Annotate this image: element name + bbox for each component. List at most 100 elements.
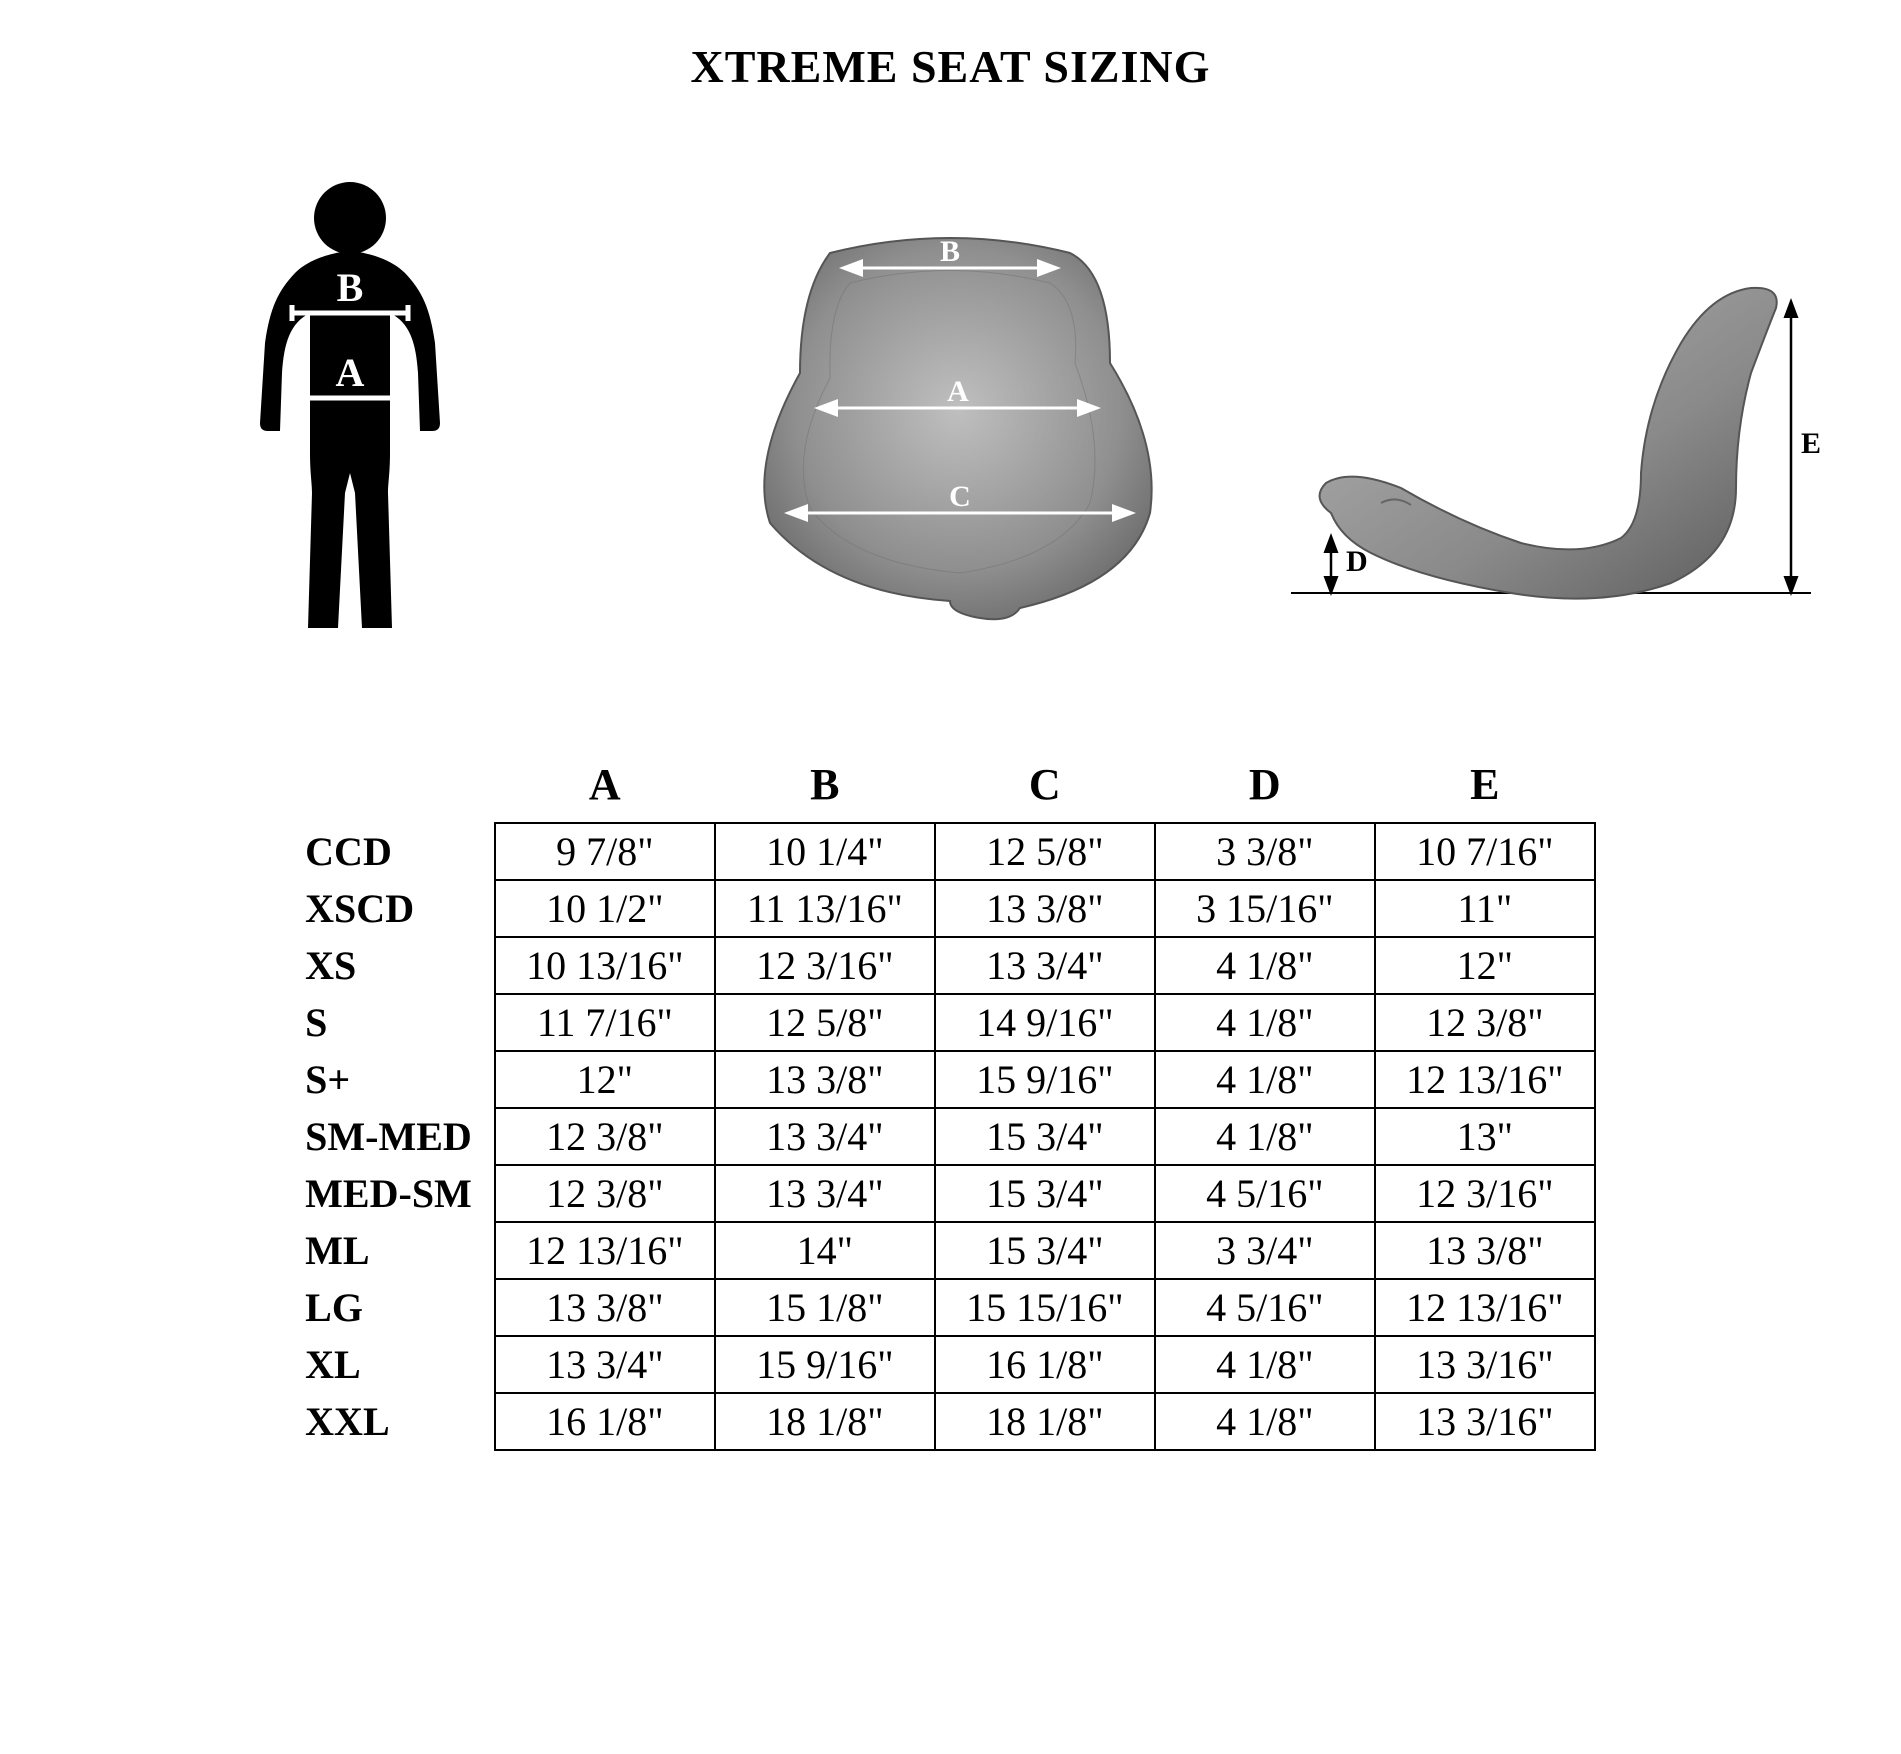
table-cell: 4 1/8" bbox=[1155, 1108, 1375, 1165]
col-head-c: C bbox=[935, 753, 1155, 823]
table-cell: 12 13/16" bbox=[1375, 1279, 1595, 1336]
row-label: CCD bbox=[305, 823, 495, 880]
col-head-e: E bbox=[1375, 753, 1595, 823]
sizing-table: A B C D E CCD9 7/8"10 1/4"12 5/8"3 3/8"1… bbox=[305, 753, 1596, 1451]
diagram-seat-side: D E bbox=[1271, 253, 1831, 633]
table-cell: 4 5/16" bbox=[1155, 1279, 1375, 1336]
table-cell: 13 3/4" bbox=[715, 1108, 935, 1165]
table-cell: 16 1/8" bbox=[935, 1336, 1155, 1393]
row-label: XSCD bbox=[305, 880, 495, 937]
col-head-a: A bbox=[495, 753, 715, 823]
table-cell: 9 7/8" bbox=[495, 823, 715, 880]
table-cell: 13 3/8" bbox=[715, 1051, 935, 1108]
body-silhouette-icon: B A bbox=[200, 173, 500, 633]
table-row: S11 7/16"12 5/8"14 9/16"4 1/8"12 3/8" bbox=[305, 994, 1595, 1051]
table-cell: 11 7/16" bbox=[495, 994, 715, 1051]
row-label: MED-SM bbox=[305, 1165, 495, 1222]
row-label: SM-MED bbox=[305, 1108, 495, 1165]
table-cell: 18 1/8" bbox=[715, 1393, 935, 1450]
table-cell: 12" bbox=[1375, 937, 1595, 994]
table-cell: 12 3/16" bbox=[715, 937, 935, 994]
diagram-seat-front: B A C bbox=[670, 213, 1230, 633]
col-head-d: D bbox=[1155, 753, 1375, 823]
table-cell: 13 3/4" bbox=[495, 1336, 715, 1393]
row-label: LG bbox=[305, 1279, 495, 1336]
table-cell: 3 3/4" bbox=[1155, 1222, 1375, 1279]
table-cell: 4 5/16" bbox=[1155, 1165, 1375, 1222]
diagram-body: B A bbox=[70, 173, 630, 633]
table-cell: 10 1/4" bbox=[715, 823, 935, 880]
table-cell: 12 5/8" bbox=[935, 823, 1155, 880]
table-row: XS10 13/16"12 3/16"13 3/4"4 1/8"12" bbox=[305, 937, 1595, 994]
table-cell: 15 3/4" bbox=[935, 1222, 1155, 1279]
table-cell: 10 1/2" bbox=[495, 880, 715, 937]
row-label: XL bbox=[305, 1336, 495, 1393]
row-label: S+ bbox=[305, 1051, 495, 1108]
table-cell: 13" bbox=[1375, 1108, 1595, 1165]
seat-side-label-e: E bbox=[1801, 427, 1821, 460]
table-cell: 15 9/16" bbox=[935, 1051, 1155, 1108]
table-cell: 13 3/8" bbox=[495, 1279, 715, 1336]
table-cell: 15 9/16" bbox=[715, 1336, 935, 1393]
table-cell: 15 3/4" bbox=[935, 1165, 1155, 1222]
table-cell: 3 3/8" bbox=[1155, 823, 1375, 880]
table-cell: 4 1/8" bbox=[1155, 937, 1375, 994]
table-cell: 12" bbox=[495, 1051, 715, 1108]
table-cell: 12 3/8" bbox=[495, 1108, 715, 1165]
table-cell: 12 3/8" bbox=[495, 1165, 715, 1222]
table-cell: 12 3/16" bbox=[1375, 1165, 1595, 1222]
table-cell: 13 3/16" bbox=[1375, 1393, 1595, 1450]
seat-front-label-b: B bbox=[940, 235, 960, 268]
seat-front-label-c: C bbox=[950, 480, 972, 513]
row-label: XS bbox=[305, 937, 495, 994]
table-row: ML12 13/16"14"15 3/4"3 3/4"13 3/8" bbox=[305, 1222, 1595, 1279]
table-row: CCD9 7/8"10 1/4"12 5/8"3 3/8"10 7/16" bbox=[305, 823, 1595, 880]
table-cell: 14" bbox=[715, 1222, 935, 1279]
table-row: LG13 3/8"15 1/8"15 15/16"4 5/16"12 13/16… bbox=[305, 1279, 1595, 1336]
table-cell: 13 3/8" bbox=[935, 880, 1155, 937]
table-cell: 4 1/8" bbox=[1155, 1393, 1375, 1450]
table-cell: 10 7/16" bbox=[1375, 823, 1595, 880]
table-row: SM-MED12 3/8"13 3/4"15 3/4"4 1/8"13" bbox=[305, 1108, 1595, 1165]
row-label: XXL bbox=[305, 1393, 495, 1450]
table-cell: 11 13/16" bbox=[715, 880, 935, 937]
table-cell: 4 1/8" bbox=[1155, 1051, 1375, 1108]
row-label: ML bbox=[305, 1222, 495, 1279]
col-head-b: B bbox=[715, 753, 935, 823]
table-row: XSCD10 1/2"11 13/16"13 3/8"3 15/16"11" bbox=[305, 880, 1595, 937]
table-cell: 12 13/16" bbox=[495, 1222, 715, 1279]
table-cell: 10 13/16" bbox=[495, 937, 715, 994]
seat-front-icon: B A C bbox=[710, 213, 1190, 633]
table-cell: 13 3/4" bbox=[715, 1165, 935, 1222]
table-cell: 14 9/16" bbox=[935, 994, 1155, 1051]
table-row: XXL16 1/8"18 1/8"18 1/8"4 1/8"13 3/16" bbox=[305, 1393, 1595, 1450]
table-cell: 15 3/4" bbox=[935, 1108, 1155, 1165]
table-cell: 12 5/8" bbox=[715, 994, 935, 1051]
table-header-row: A B C D E bbox=[305, 753, 1595, 823]
table-row: XL13 3/4"15 9/16"16 1/8"4 1/8"13 3/16" bbox=[305, 1336, 1595, 1393]
table-row: S+12"13 3/8"15 9/16"4 1/8"12 13/16" bbox=[305, 1051, 1595, 1108]
table-cell: 3 15/16" bbox=[1155, 880, 1375, 937]
table-cell: 4 1/8" bbox=[1155, 994, 1375, 1051]
table-cell: 11" bbox=[1375, 880, 1595, 937]
table-cell: 16 1/8" bbox=[495, 1393, 715, 1450]
table-cell: 13 3/16" bbox=[1375, 1336, 1595, 1393]
table-cell: 18 1/8" bbox=[935, 1393, 1155, 1450]
seat-front-label-a: A bbox=[948, 375, 970, 408]
row-label: S bbox=[305, 994, 495, 1051]
table-cell: 13 3/8" bbox=[1375, 1222, 1595, 1279]
seat-side-icon: D E bbox=[1271, 253, 1831, 633]
table-cell: 12 13/16" bbox=[1375, 1051, 1595, 1108]
table-cell: 15 1/8" bbox=[715, 1279, 935, 1336]
body-label-a: A bbox=[336, 350, 365, 395]
table-corner bbox=[305, 753, 495, 823]
table-cell: 4 1/8" bbox=[1155, 1336, 1375, 1393]
table-cell: 12 3/8" bbox=[1375, 994, 1595, 1051]
table-cell: 13 3/4" bbox=[935, 937, 1155, 994]
diagrams-row: B A bbox=[70, 173, 1831, 633]
table-cell: 15 15/16" bbox=[935, 1279, 1155, 1336]
body-label-b: B bbox=[337, 265, 364, 310]
page-title: XTREME SEAT SIZING bbox=[30, 40, 1871, 93]
seat-side-label-d: D bbox=[1346, 545, 1368, 578]
table-row: MED-SM12 3/8"13 3/4"15 3/4"4 5/16"12 3/1… bbox=[305, 1165, 1595, 1222]
